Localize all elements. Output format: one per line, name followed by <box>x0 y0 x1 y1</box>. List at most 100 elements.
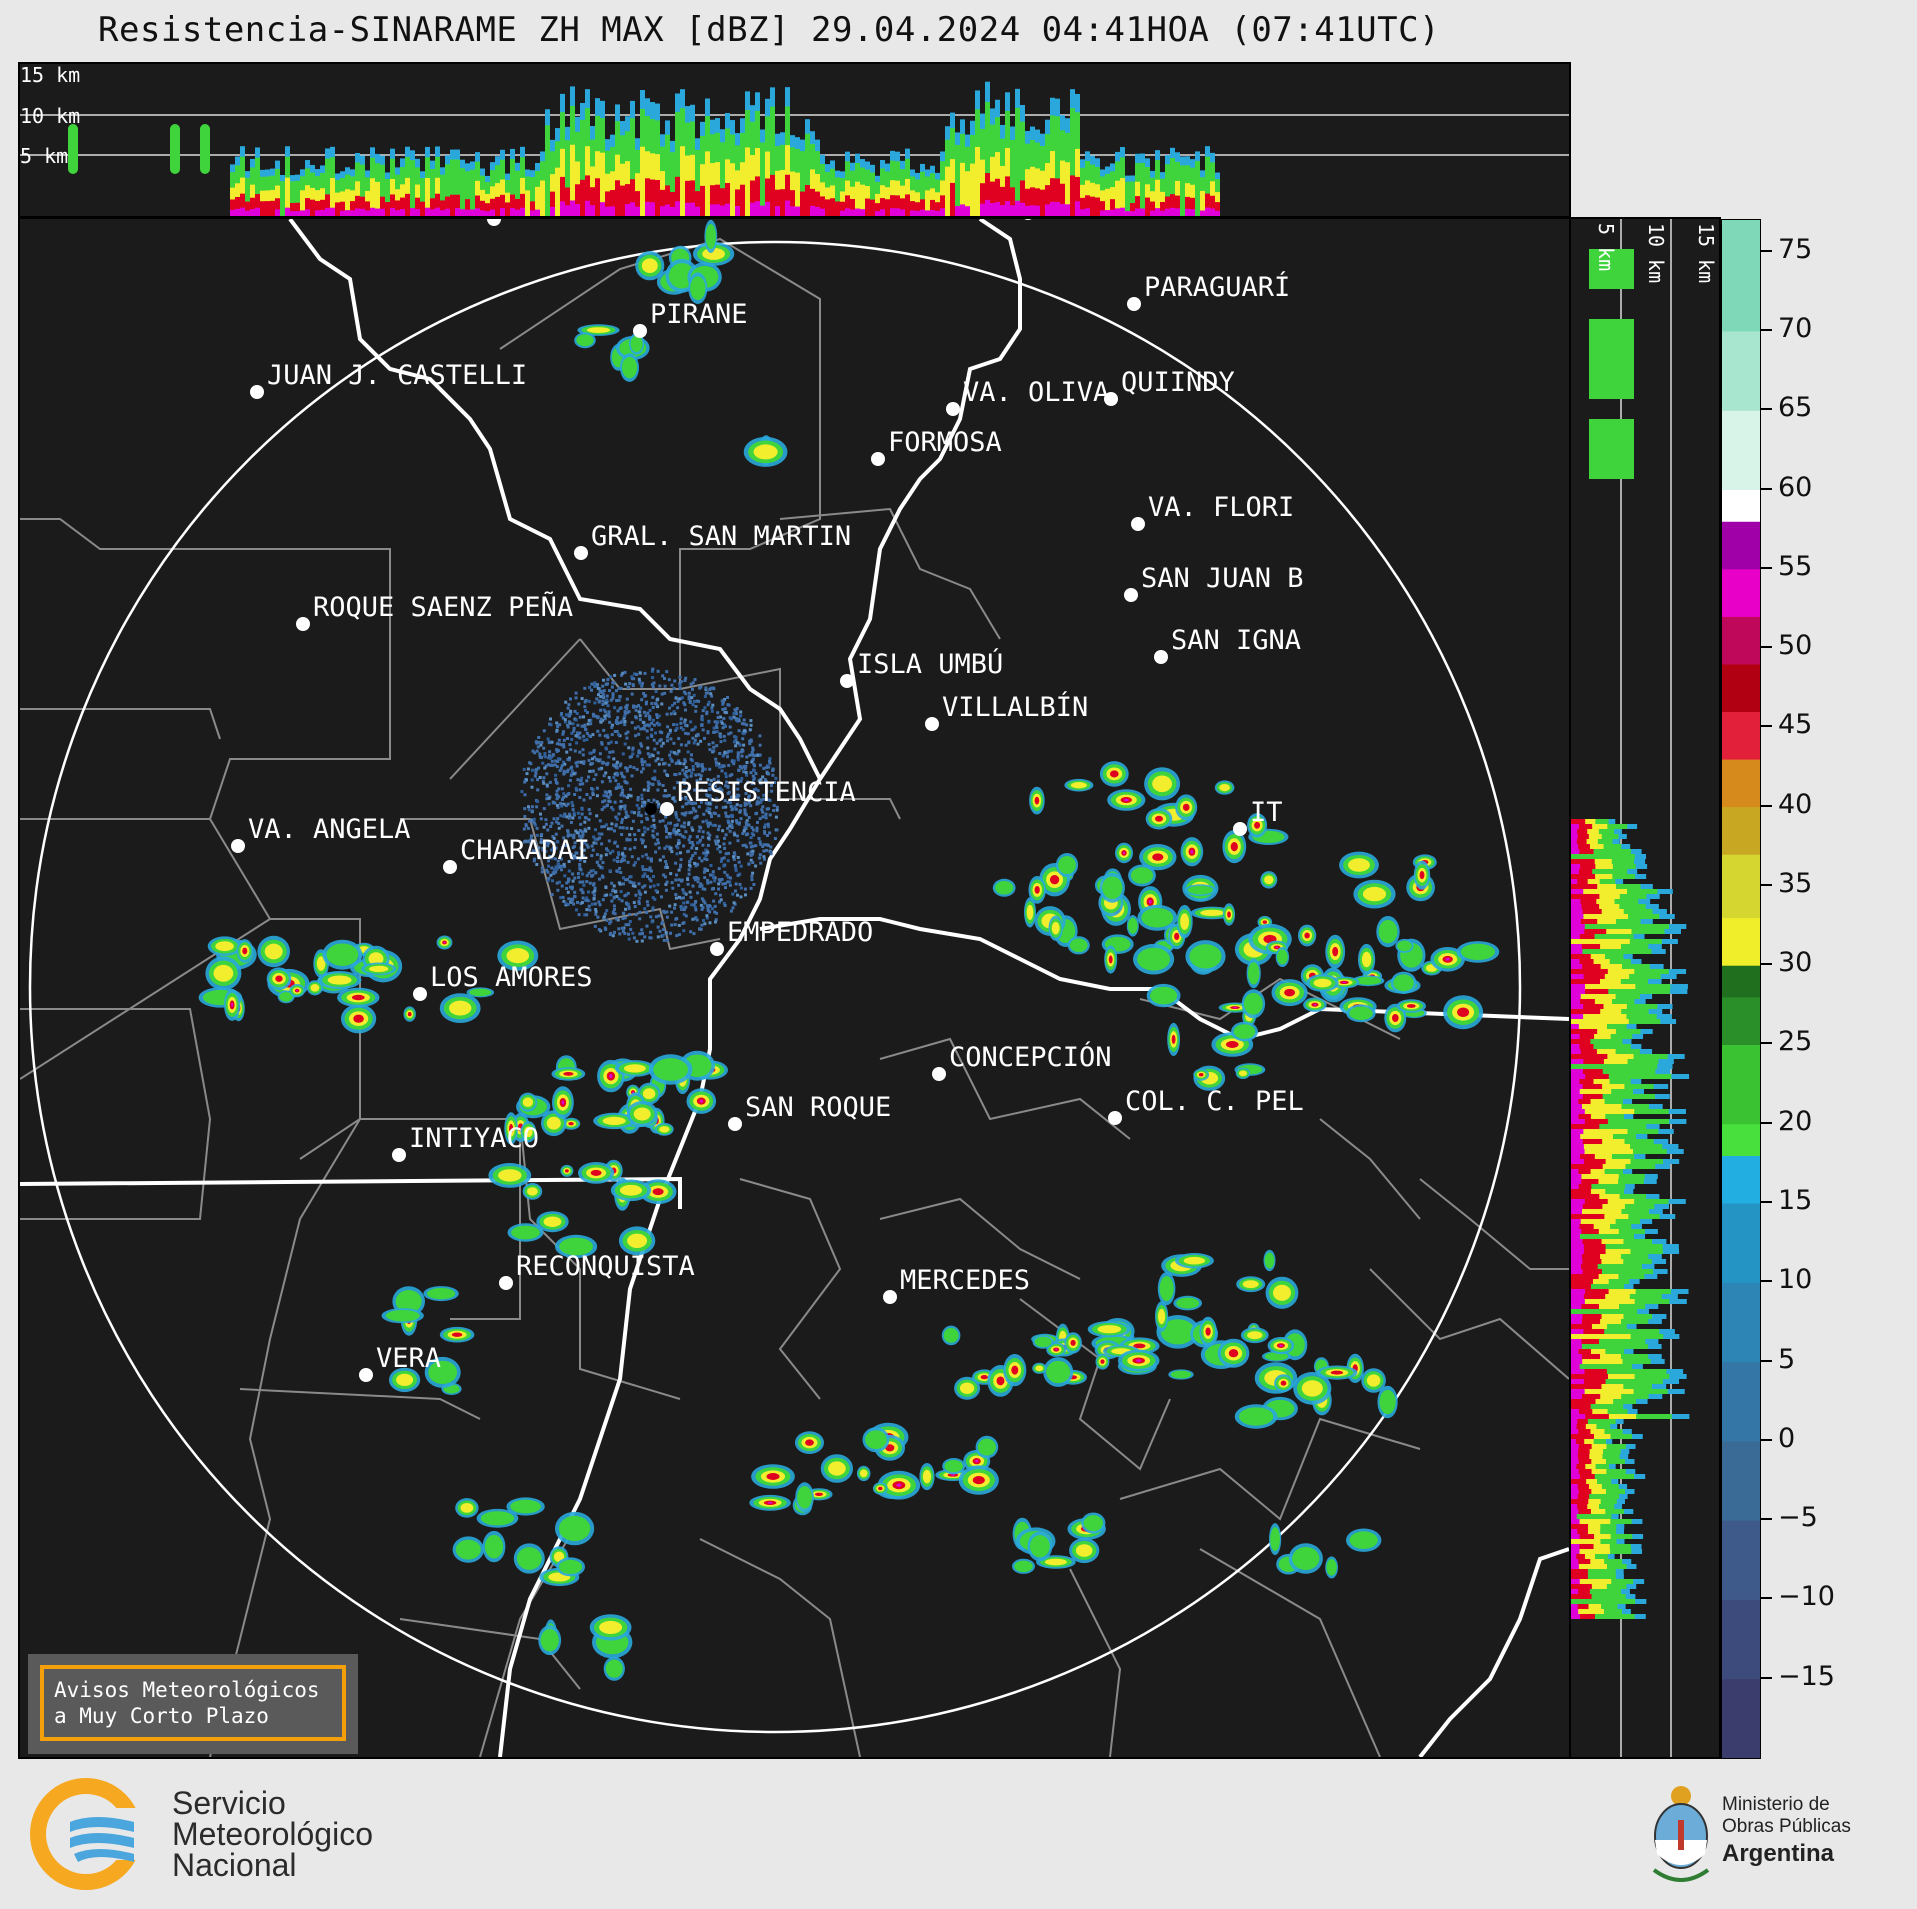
clutter-cell <box>711 741 715 745</box>
clutter-cell <box>656 883 660 887</box>
city-marker[interactable]: SAN ROQUE <box>728 1092 891 1131</box>
echo-cell <box>621 356 638 379</box>
clutter-cell <box>623 710 627 713</box>
radar-map-plot[interactable]: CMTE. FONTANA ASUNCIÓN PIRANE PARAGUARÍ JUAN… <box>19 180 1570 1759</box>
clutter-cell <box>587 871 591 875</box>
clutter-cell <box>599 690 603 694</box>
profile-column <box>1215 210 1220 216</box>
clutter-cell <box>616 918 620 922</box>
echo-cell <box>1124 798 1129 802</box>
clutter-cell <box>732 857 736 861</box>
city-marker[interactable]: INTIYACO <box>392 1123 539 1162</box>
clutter-cell <box>564 901 568 905</box>
city-dot-icon <box>487 212 501 226</box>
profile-column <box>1571 1609 1579 1614</box>
clutter-cell <box>564 804 568 808</box>
clutter-cell <box>679 851 682 855</box>
city-marker[interactable]: CMTE. FONTANA <box>487 187 715 226</box>
clutter-cell <box>598 836 602 840</box>
echo-cell <box>1247 1331 1263 1340</box>
clutter-cell <box>641 932 644 936</box>
city-marker[interactable]: SAN JUAN B <box>1124 563 1304 602</box>
city-marker[interactable]: VA. OLIVA <box>946 377 1109 416</box>
clutter-cell <box>762 843 766 847</box>
clutter-cell <box>769 850 773 854</box>
profile-column <box>390 194 395 216</box>
clutter-cell <box>643 830 647 834</box>
city-marker[interactable]: ASUNCIÓN <box>1021 180 1168 220</box>
city-marker[interactable]: EMPEDRADO <box>710 917 873 956</box>
city-marker[interactable]: ISLA UMBÚ <box>840 648 1003 688</box>
city-marker[interactable]: GRAL. SAN MARTIN <box>574 521 851 560</box>
clutter-cell <box>736 797 739 801</box>
echo-cell <box>1254 821 1261 829</box>
notice-box[interactable]: Avisos Meteorológicos a Muy Corto Plazo <box>28 1654 358 1754</box>
profile-column <box>550 191 555 216</box>
clutter-cell <box>691 703 695 707</box>
profile-column <box>1571 1379 1663 1384</box>
radar-map[interactable]: CMTE. FONTANA ASUNCIÓN PIRANE PARAGUARÍ JUAN… <box>18 180 1571 1759</box>
clutter-cell <box>713 823 717 827</box>
city-marker[interactable]: LOS AMORES <box>413 962 593 1001</box>
profile-column <box>1571 1394 1582 1399</box>
clutter-cell <box>542 746 546 750</box>
city-marker[interactable]: CHARADAI <box>443 835 590 874</box>
clutter-cell <box>691 764 695 768</box>
clutter-cell <box>740 766 744 770</box>
clutter-cell <box>686 732 690 736</box>
clutter-cell <box>578 796 582 799</box>
city-marker[interactable]: QUIINDY <box>1104 367 1235 406</box>
clutter-cell <box>530 785 534 789</box>
city-marker[interactable]: CONCEPCIÓN <box>932 1041 1112 1081</box>
clutter-cell <box>739 804 743 808</box>
profile-column <box>545 125 550 216</box>
clutter-cell <box>582 848 586 852</box>
clutter-cell <box>670 923 674 927</box>
clutter-cell <box>663 677 666 680</box>
city-marker[interactable]: RESISTENCIA <box>645 777 856 816</box>
city-marker[interactable]: MERCEDES <box>883 1265 1030 1304</box>
clutter-cell <box>581 872 585 876</box>
profile-column <box>1571 1269 1583 1274</box>
echo-cell <box>527 1187 538 1196</box>
clutter-cell <box>714 805 718 809</box>
city-marker[interactable]: SAN IGNA <box>1154 625 1301 664</box>
clutter-cell <box>639 706 643 710</box>
city-marker[interactable]: JUAN J. CASTELLI <box>250 360 527 399</box>
city-marker[interactable]: PIRANE <box>633 299 748 338</box>
clutter-cell <box>622 858 626 862</box>
city-marker[interactable]: ROQUE SAENZ PEÑA <box>296 591 573 631</box>
city-marker[interactable]: VA. ANGELA <box>231 814 411 853</box>
profile-column <box>775 189 780 216</box>
city-marker[interactable]: VERA <box>359 1343 441 1382</box>
city-marker[interactable]: RECONQUISTA <box>499 1251 695 1290</box>
clutter-cell <box>550 856 553 860</box>
colorbar-band <box>1722 917 1760 966</box>
clutter-cell <box>745 723 749 727</box>
profile-column <box>1571 1144 1584 1149</box>
city-marker[interactable]: COL. C. PEL <box>1108 1086 1304 1125</box>
profile-column <box>815 191 820 216</box>
clutter-cell <box>543 755 547 759</box>
clutter-cell <box>557 826 561 830</box>
profile-column <box>995 178 1000 216</box>
clutter-cell <box>641 767 645 771</box>
clutter-cell <box>599 857 603 861</box>
clutter-cell <box>636 754 640 758</box>
clutter-cell <box>605 694 609 698</box>
city-marker[interactable]: FORMOSA <box>871 427 1002 466</box>
clutter-cell <box>756 820 759 824</box>
echo-cell <box>797 1486 813 1509</box>
echo-cell <box>407 1011 412 1017</box>
clutter-cell <box>634 893 638 897</box>
city-marker[interactable]: VA. FLORI <box>1131 492 1294 531</box>
city-marker[interactable]: PARAGUARÍ <box>1127 271 1290 311</box>
clutter-cell <box>613 800 617 804</box>
clutter-cell <box>604 710 608 714</box>
clutter-cell <box>639 742 643 746</box>
city-marker[interactable]: VILLALBÍN <box>925 691 1088 731</box>
city-marker[interactable]: IT <box>1233 797 1283 836</box>
clutter-cell <box>615 760 619 764</box>
profile-column <box>1571 1044 1580 1049</box>
clutter-cell <box>603 912 607 916</box>
